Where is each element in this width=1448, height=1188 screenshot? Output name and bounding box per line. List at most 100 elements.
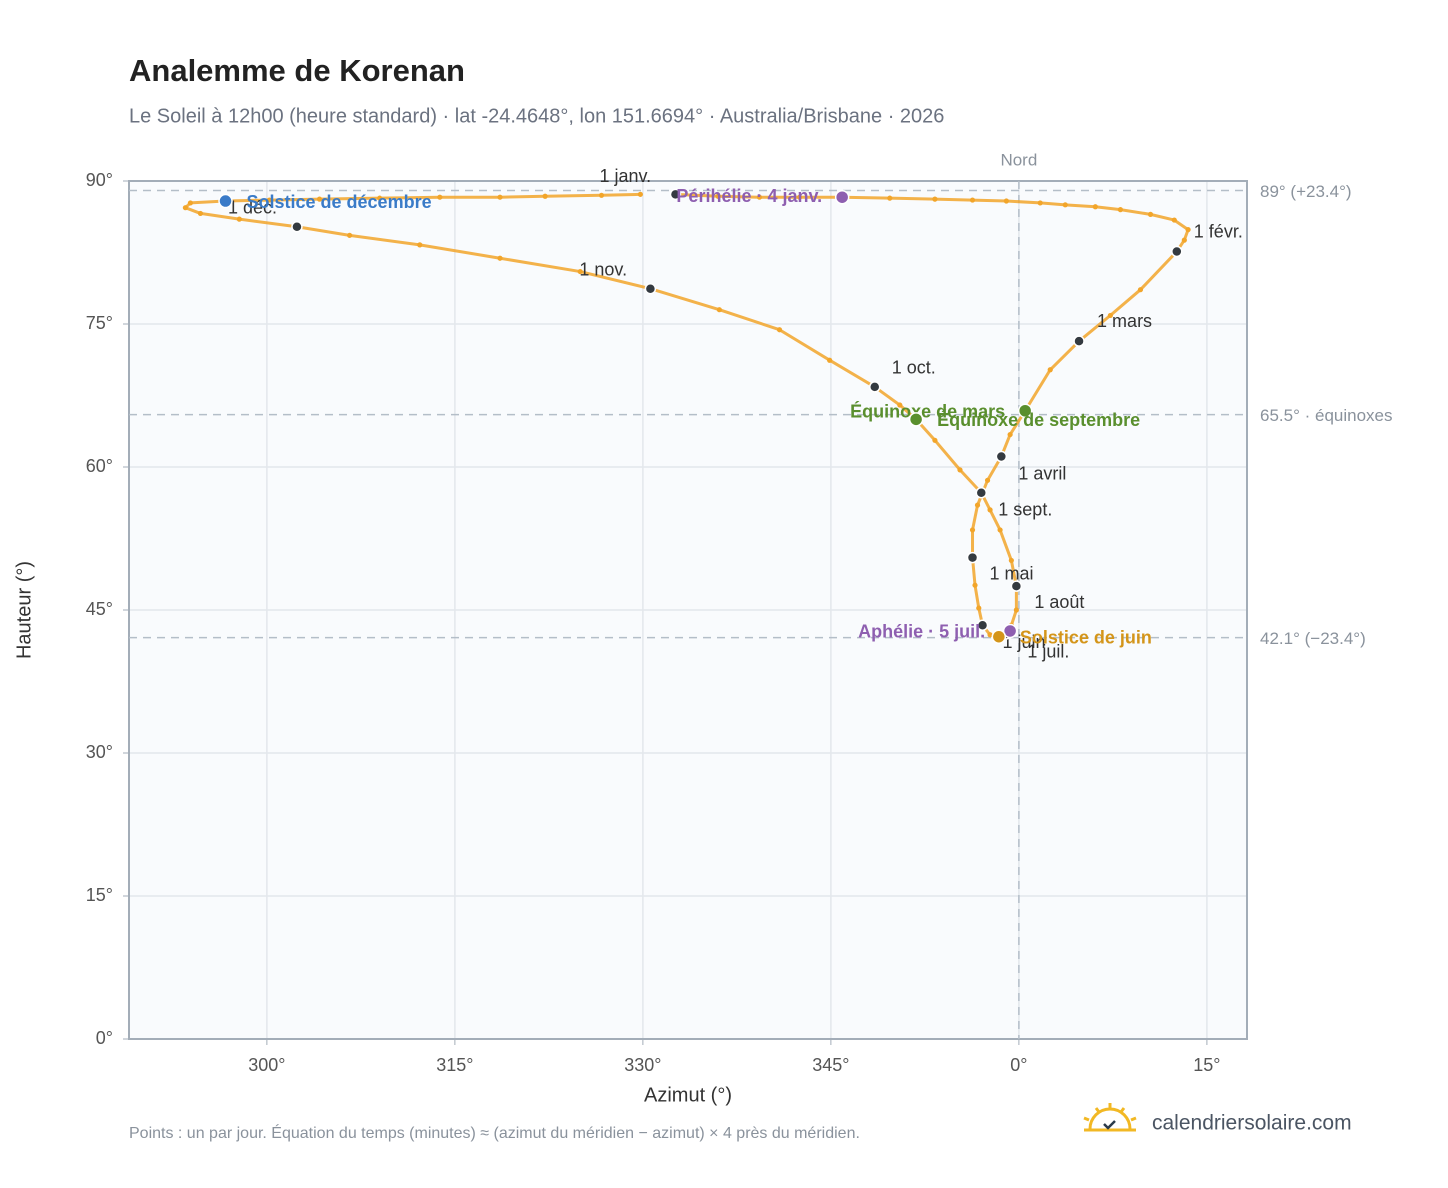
event-point (1017, 403, 1033, 419)
day-point (969, 197, 976, 203)
day-point (715, 193, 721, 199)
day-point (1137, 287, 1144, 293)
y-tick-label: 45° (86, 599, 113, 619)
month-point (644, 282, 657, 295)
event-label: Périhélie · 4 janv. (676, 186, 822, 206)
day-point (182, 205, 189, 211)
y-tick-label: 0° (96, 1028, 113, 1048)
day-point (987, 632, 993, 638)
day-point (1171, 217, 1177, 223)
y-tick-label: 15° (86, 885, 113, 905)
x-tick-label: 345° (812, 1055, 849, 1075)
y-tick-label: 75° (86, 313, 113, 333)
month-label: 1 mars (1097, 311, 1152, 331)
day-point (987, 507, 993, 513)
x-tick-label: 300° (248, 1055, 285, 1075)
day-point (266, 197, 272, 203)
day-point (974, 502, 981, 508)
day-point (1181, 237, 1187, 243)
month-point (669, 188, 682, 201)
footnote: Points : un par jour. Équation du temps … (129, 1123, 860, 1142)
day-point (796, 194, 803, 200)
day-point (577, 268, 583, 275)
month-point (1171, 245, 1183, 258)
day-point (1117, 207, 1124, 213)
day-point (932, 437, 938, 443)
day-point (972, 582, 978, 588)
day-point (1147, 211, 1154, 217)
month-point (1073, 335, 1085, 347)
day-point (417, 242, 423, 248)
event-label: Aphélie · 5 juil. (858, 622, 985, 642)
day-point (997, 527, 1003, 533)
y-tick-label: 90° (86, 170, 113, 190)
y-tick-label: 30° (86, 742, 113, 762)
day-point (497, 255, 503, 261)
reference-label: 42.1° (−23.4°) (1260, 629, 1366, 648)
day-point (1107, 312, 1113, 319)
month-label: 1 août (1034, 592, 1084, 612)
month-label: 1 avril (1018, 463, 1066, 483)
day-point (976, 605, 982, 611)
month-label: 1 nov. (579, 259, 627, 279)
month-label: 1 févr. (1194, 221, 1243, 241)
event-point (991, 629, 1007, 644)
day-point (827, 357, 833, 363)
day-point (1092, 204, 1098, 210)
month-label: 1 juil. (1027, 642, 1069, 662)
month-point (869, 381, 881, 393)
day-point (1047, 367, 1053, 373)
month-point (291, 221, 303, 233)
day-point (776, 327, 783, 333)
event-label: Solstice de juin (1020, 627, 1152, 647)
day-point (316, 196, 323, 202)
y-axis-title: Hauteur (°) (13, 561, 35, 659)
day-point (637, 191, 643, 197)
day-point (542, 193, 548, 199)
event-point (834, 189, 850, 205)
event-point (908, 412, 924, 427)
event-point (1002, 623, 1018, 639)
month-point (975, 486, 988, 499)
month-point (966, 551, 979, 564)
month-label: 1 mai (990, 563, 1034, 583)
reference-label: Nord (1000, 150, 1037, 169)
x-tick-label: 0° (1010, 1055, 1027, 1075)
day-point (1007, 431, 1013, 438)
day-point (377, 195, 383, 201)
y-tick-label: 60° (86, 456, 113, 476)
month-point (995, 450, 1008, 463)
event-label: Équinoxe de mars (850, 401, 1005, 422)
day-point (1008, 557, 1014, 564)
day-point (957, 467, 963, 473)
x-axis-title: Azimut (°) (644, 1084, 732, 1106)
day-point (1185, 227, 1191, 233)
month-point (976, 619, 989, 632)
day-point (1062, 202, 1068, 208)
plot-border (128, 180, 1248, 1040)
month-label: 1 janv. (599, 166, 651, 186)
month-label: 1 déc. (228, 198, 277, 218)
month-label: 1 oct. (892, 358, 936, 378)
event-label: Solstice de décembre (247, 192, 432, 212)
day-point (716, 307, 722, 313)
day-point (984, 477, 991, 483)
day-point (598, 192, 605, 198)
day-point (236, 216, 242, 222)
day-point (1003, 198, 1009, 204)
day-point (187, 200, 194, 206)
day-point (932, 196, 938, 202)
day-point (497, 194, 503, 200)
x-tick-label: 15° (1193, 1055, 1220, 1075)
month-point (1010, 580, 1023, 592)
day-point (346, 232, 353, 238)
brand-logo (1083, 1103, 1137, 1132)
brand-name: calendriersolaire.com (1152, 1112, 1352, 1135)
reference-label: 65.5° · équinoxes (1260, 406, 1393, 425)
day-point (1013, 607, 1019, 613)
day-point (437, 194, 443, 200)
chart-subtitle: Le Soleil à 12h00 (heure standard) · lat… (129, 105, 944, 127)
day-point (969, 527, 976, 533)
